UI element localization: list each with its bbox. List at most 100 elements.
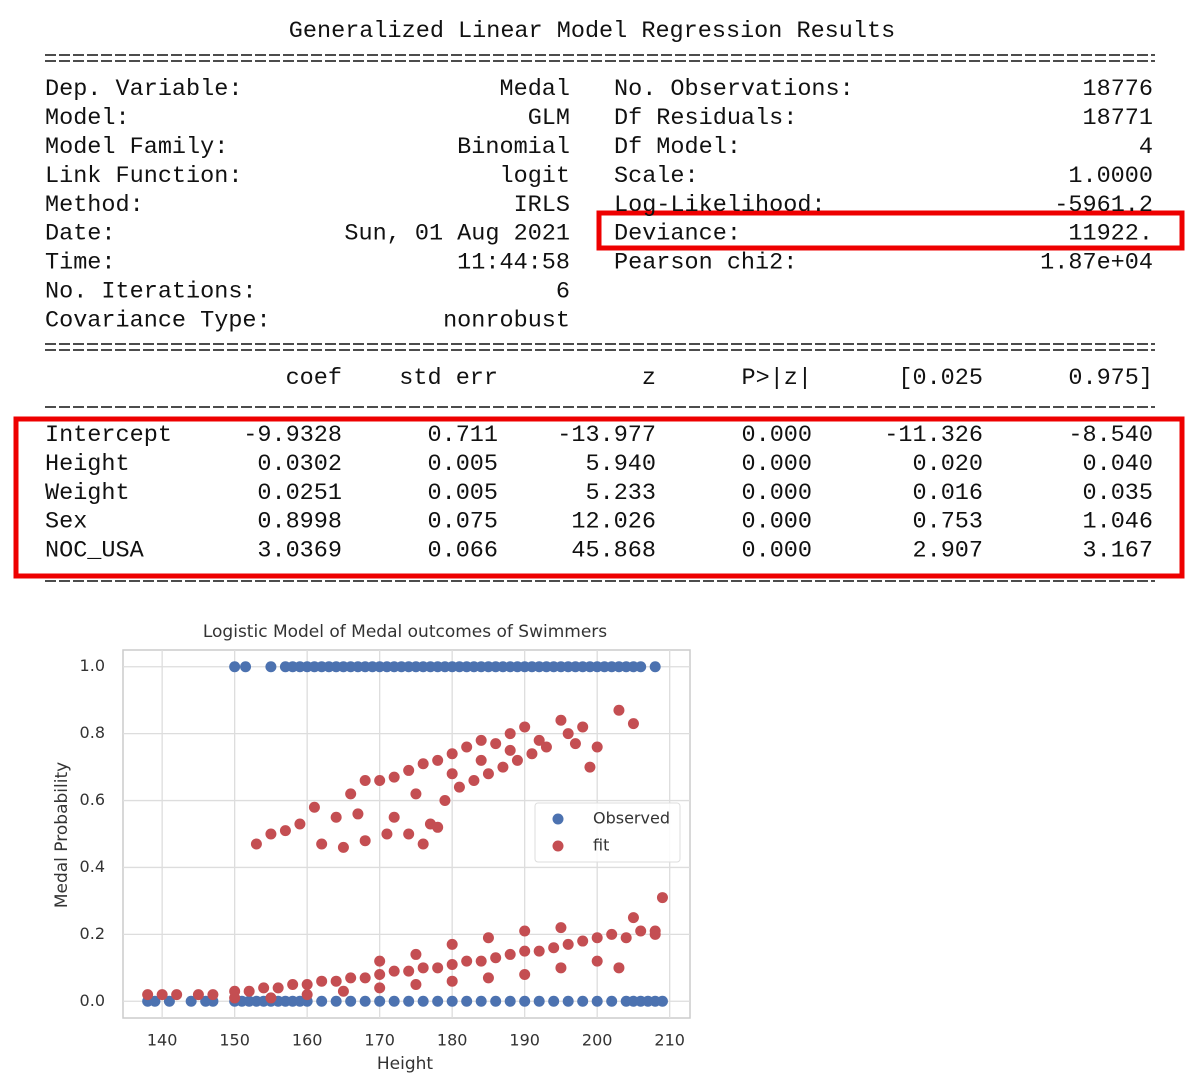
point bbox=[446, 748, 458, 760]
point bbox=[577, 721, 589, 733]
field-label: Log-Likelihood: bbox=[614, 192, 826, 219]
table-cell: 0.020 bbox=[912, 451, 983, 478]
table-cell: -8.540 bbox=[1068, 422, 1153, 449]
table-cell: -13.977 bbox=[557, 422, 656, 449]
point bbox=[591, 932, 603, 944]
point bbox=[374, 774, 386, 786]
point bbox=[240, 661, 252, 673]
table-cell: 5.233 bbox=[585, 480, 656, 507]
point bbox=[446, 938, 458, 950]
row-label: Sex bbox=[45, 509, 87, 536]
point bbox=[417, 962, 429, 974]
point bbox=[417, 758, 429, 770]
y-tick-label: 0.2 bbox=[80, 924, 105, 943]
point bbox=[519, 925, 531, 937]
x-tick-label: 180 bbox=[437, 1031, 468, 1050]
chart: Logistic Model of Medal outcomes of Swim… bbox=[52, 622, 691, 1074]
point bbox=[504, 995, 516, 1007]
field-value: logit bbox=[499, 163, 570, 190]
point bbox=[374, 969, 386, 981]
point bbox=[403, 965, 415, 977]
point bbox=[432, 821, 444, 833]
table-cell: 2.907 bbox=[912, 537, 983, 564]
x-tick-label: 200 bbox=[582, 1031, 613, 1050]
table-cell: 0.040 bbox=[1082, 451, 1153, 478]
field-value: Binomial bbox=[457, 134, 570, 161]
point bbox=[475, 995, 487, 1007]
point bbox=[482, 932, 494, 944]
row-label: Weight bbox=[45, 480, 130, 507]
point bbox=[504, 728, 516, 740]
legend-marker bbox=[552, 813, 564, 825]
point bbox=[446, 958, 458, 970]
point bbox=[352, 808, 364, 820]
point bbox=[591, 995, 603, 1007]
table-cell: 0.711 bbox=[427, 422, 498, 449]
point bbox=[250, 838, 262, 850]
point bbox=[243, 985, 255, 997]
field-value: 18771 bbox=[1082, 105, 1153, 132]
table-cell: 0.005 bbox=[427, 451, 498, 478]
table-cell: 3.0369 bbox=[257, 537, 342, 564]
point bbox=[410, 788, 422, 800]
row-label: NOC_USA bbox=[45, 537, 145, 564]
point bbox=[359, 995, 371, 1007]
point bbox=[359, 835, 371, 847]
point bbox=[475, 955, 487, 967]
point bbox=[468, 774, 480, 786]
point bbox=[555, 714, 567, 726]
point bbox=[345, 972, 357, 984]
point bbox=[432, 995, 444, 1007]
point bbox=[475, 734, 487, 746]
x-tick-label: 160 bbox=[292, 1031, 323, 1050]
field-label: Df Residuals: bbox=[614, 105, 797, 132]
field-label: Link Function: bbox=[45, 163, 242, 190]
point bbox=[606, 928, 618, 940]
table-cell: 0.000 bbox=[741, 509, 812, 536]
point bbox=[504, 744, 516, 756]
point bbox=[345, 995, 357, 1007]
chart-title: Logistic Model of Medal outcomes of Swim… bbox=[203, 622, 607, 642]
point bbox=[287, 979, 299, 991]
field-label: Scale: bbox=[614, 163, 699, 190]
point bbox=[519, 995, 531, 1007]
point bbox=[229, 661, 241, 673]
point bbox=[461, 955, 473, 967]
point bbox=[163, 995, 175, 1007]
point bbox=[403, 828, 415, 840]
point bbox=[627, 718, 639, 730]
point bbox=[432, 962, 444, 974]
point bbox=[461, 741, 473, 753]
y-tick-label: 0.8 bbox=[80, 723, 105, 742]
point bbox=[635, 925, 647, 937]
point bbox=[656, 995, 668, 1007]
point bbox=[308, 801, 320, 813]
table-cell: 0.000 bbox=[741, 422, 812, 449]
point bbox=[635, 661, 647, 673]
point bbox=[185, 995, 197, 1007]
column-header: z bbox=[642, 365, 656, 392]
column-header: [0.025 bbox=[898, 365, 983, 392]
point bbox=[461, 995, 473, 1007]
table-cell: 5.940 bbox=[585, 451, 656, 478]
legend-marker bbox=[552, 840, 564, 852]
table-cell: -11.326 bbox=[884, 422, 983, 449]
point bbox=[555, 962, 567, 974]
x-tick-label: 170 bbox=[364, 1031, 395, 1050]
field-value: 6 bbox=[556, 279, 570, 306]
field-value: Medal bbox=[499, 76, 570, 103]
point bbox=[649, 661, 661, 673]
field-value: 11:44:58 bbox=[457, 250, 570, 277]
y-axis-label: Medal Probability bbox=[52, 762, 72, 908]
point bbox=[258, 982, 270, 994]
field-label: Date: bbox=[45, 221, 116, 248]
point bbox=[330, 811, 342, 823]
point bbox=[330, 975, 342, 987]
point bbox=[417, 838, 429, 850]
y-tick-label: 1.0 bbox=[80, 656, 105, 675]
point bbox=[229, 992, 241, 1004]
point bbox=[453, 781, 465, 793]
x-tick-label: 150 bbox=[219, 1031, 250, 1050]
point bbox=[330, 995, 342, 1007]
point bbox=[388, 771, 400, 783]
